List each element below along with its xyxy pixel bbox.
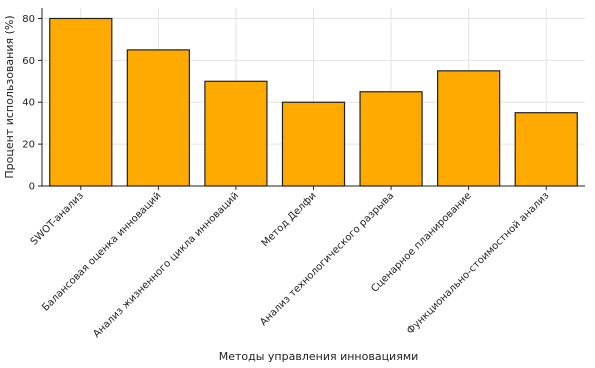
- y-ticks: 0 20 40 60 80: [22, 14, 42, 193]
- bar: [359, 91, 423, 187]
- x-tick-label: Функционально-стоимостной анализ: [405, 190, 551, 336]
- bar: [204, 80, 268, 187]
- bar: [49, 17, 113, 187]
- y-tick-label: 0: [29, 182, 35, 193]
- bars: [49, 17, 578, 187]
- x-tick-label: SWOT-анализ: [29, 190, 86, 247]
- x-tick-label: Анализ жизненного цикла инноваций: [91, 190, 241, 340]
- bar: [437, 70, 501, 187]
- x-tick-label: Анализ технологического разрыва: [258, 190, 396, 328]
- bar: [514, 112, 578, 187]
- x-axis-label: Методы управления инновациями: [219, 350, 419, 363]
- x-tick-label: Метод Делфи: [260, 190, 319, 249]
- y-tick-label: 60: [22, 56, 35, 67]
- y-axis-label: Процент использования (%): [3, 15, 16, 178]
- y-tick-label: 20: [22, 140, 35, 151]
- bar: [126, 49, 190, 187]
- y-tick-label: 80: [22, 14, 35, 25]
- y-tick-label: 40: [22, 98, 35, 109]
- bar: [281, 101, 346, 187]
